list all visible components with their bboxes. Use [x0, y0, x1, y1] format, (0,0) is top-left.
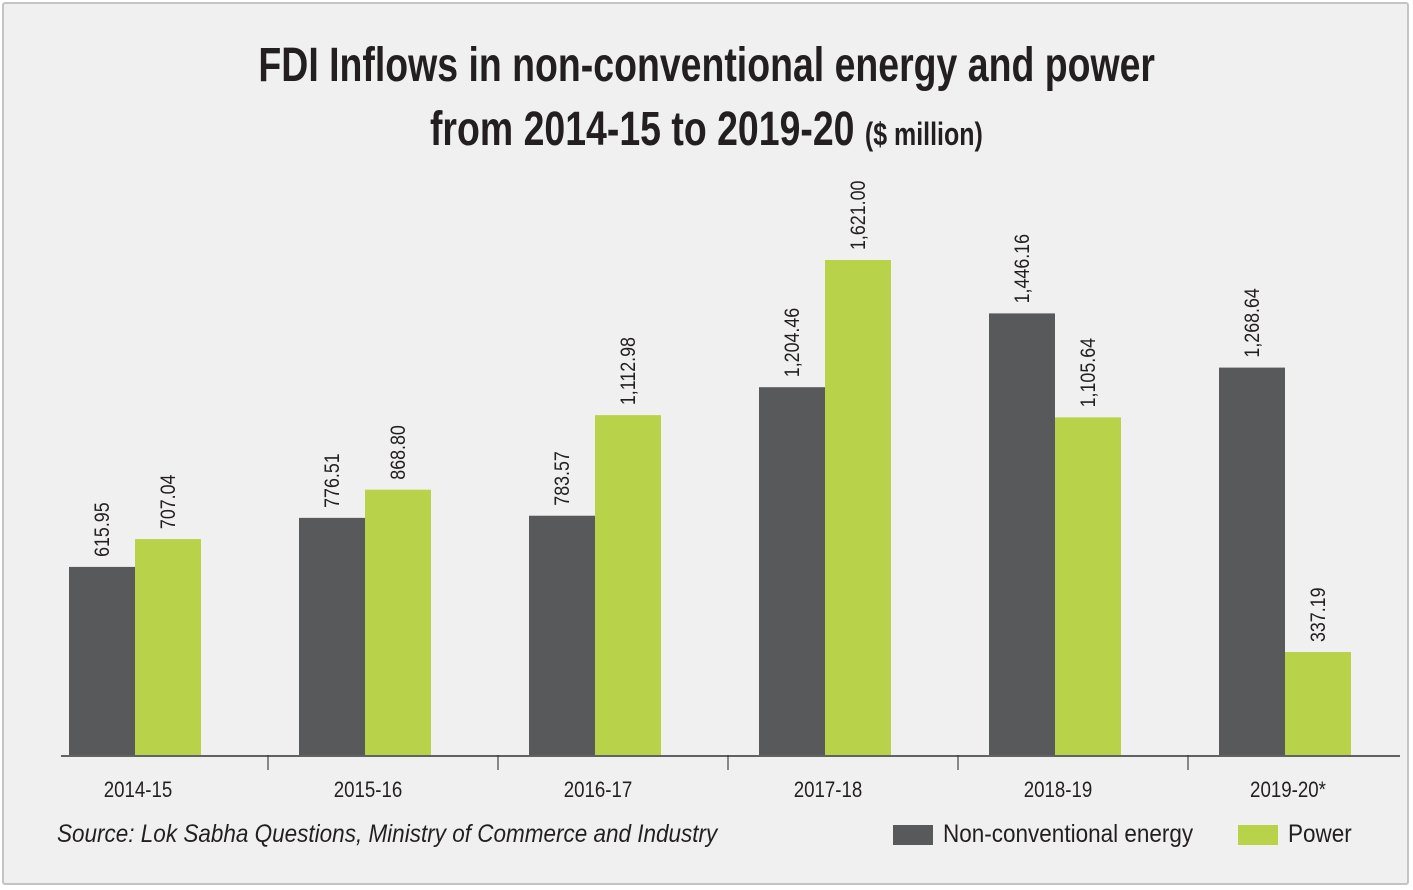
data-label: 1,268.64	[1241, 288, 1265, 358]
legend-label: Power	[1288, 820, 1352, 848]
data-label: 1,621.00	[847, 180, 871, 250]
bar-non-conventional	[529, 515, 595, 755]
data-label: 1,112.98	[617, 337, 641, 405]
bar-non-conventional	[69, 566, 135, 755]
legend-swatch-green	[1238, 824, 1278, 845]
data-label: 783.57	[551, 451, 575, 506]
title-unit: ($ million)	[865, 116, 983, 152]
x-tick-label: 2019-20*	[1250, 779, 1326, 803]
data-label: 1,204.46	[781, 308, 805, 377]
x-tick-label: 2016-17	[564, 779, 633, 803]
chart-title-line1: FDI Inflows in non-conventional energy a…	[0, 38, 1413, 93]
data-label: 615.95	[91, 502, 115, 557]
legend-item-power: Power	[1238, 820, 1359, 849]
chart-title-line2: from 2014-15 to 2019-20 ($ million)	[0, 102, 1413, 157]
title-text: FDI Inflows in non-conventional energy a…	[258, 39, 1155, 92]
x-tick-label: 2017-18	[794, 779, 863, 803]
bar-power	[1285, 652, 1351, 755]
data-label: 868.80	[387, 425, 411, 480]
bar-power	[1055, 417, 1121, 755]
x-tick-label: 2015-16	[334, 779, 403, 803]
x-tick-label: 2014-15	[104, 779, 173, 803]
data-label: 707.04	[157, 474, 181, 529]
bar-power	[135, 539, 201, 755]
bar-non-conventional	[299, 517, 365, 755]
legend-swatch-dark	[893, 824, 933, 845]
data-label: 776.51	[321, 453, 345, 508]
source-note: Source: Lok Sabha Questions, Ministry of…	[57, 820, 718, 848]
bar-power	[825, 260, 891, 755]
legend-item-non-conventional: Non-conventional energy	[893, 820, 1221, 849]
data-label: 1,105.64	[1077, 338, 1101, 408]
x-tick-label: 2018-19	[1024, 779, 1093, 803]
title-text-2: from 2014-15 to 2019-20	[430, 103, 855, 156]
legend-label: Non-conventional energy	[943, 820, 1194, 848]
bar-non-conventional	[759, 387, 825, 755]
data-label: 1,446.16	[1011, 234, 1035, 303]
bar-power	[595, 415, 661, 755]
bar-power	[365, 489, 431, 755]
bar-non-conventional	[1219, 367, 1285, 755]
data-label: 337.19	[1307, 587, 1331, 642]
bar-non-conventional	[989, 313, 1055, 755]
